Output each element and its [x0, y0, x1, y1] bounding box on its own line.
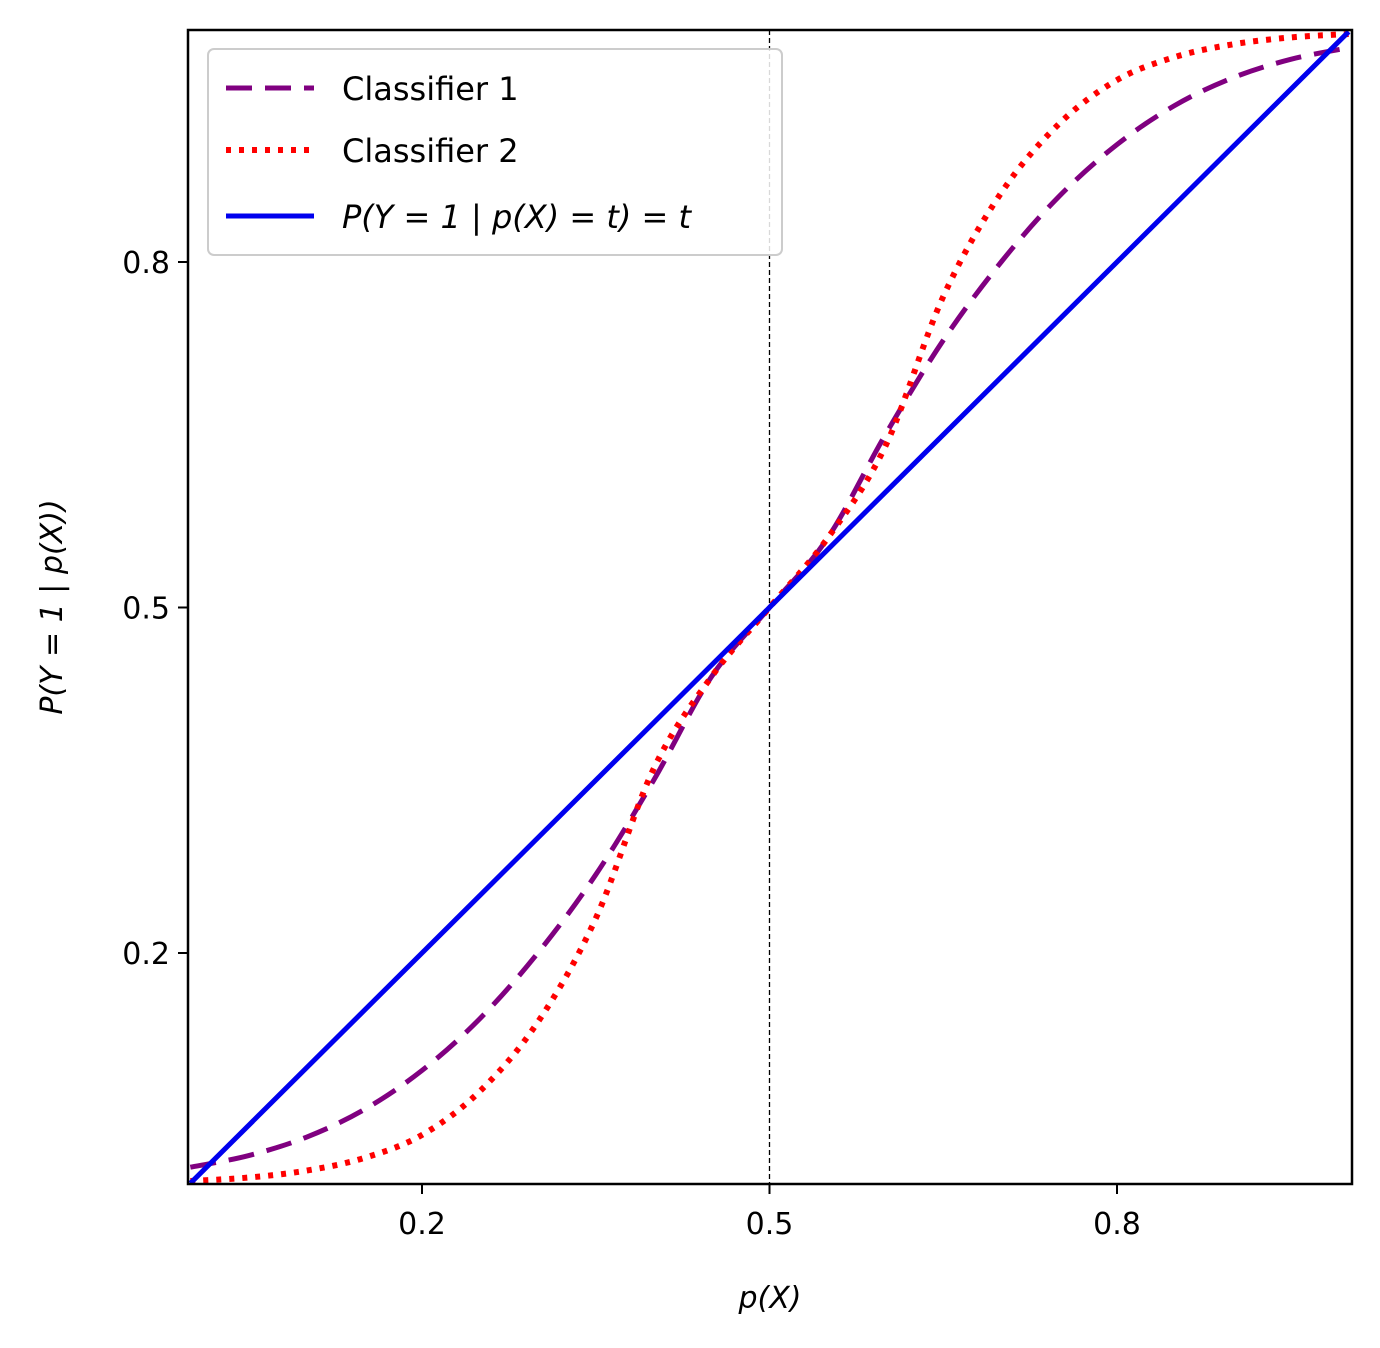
y-tick-label: 0.5 [122, 592, 170, 627]
x-axis-label: p(X) [737, 1281, 801, 1316]
y-tick-label: 0.2 [122, 937, 170, 972]
y-axis-label: P(Y = 1 | p(X)) [35, 499, 70, 714]
x-tick-label: 0.5 [746, 1207, 794, 1242]
plot-frame [186, 28, 1354, 1186]
x-axis-ticks: 0.2 0.5 0.8 [398, 1184, 1141, 1242]
y-axis-ticks: 0.2 0.5 0.8 [122, 246, 188, 972]
legend-label-3: P(Y = 1 | p(X) = t) = t [342, 198, 693, 236]
legend-label-1: Classifier 1 [342, 70, 519, 108]
x-tick-label: 0.8 [1093, 1207, 1141, 1242]
legend-label-2: Classifier 2 [342, 132, 519, 170]
legend: Classifier 1 Classifier 2 P(Y = 1 | p(X) =… [207, 48, 783, 256]
legend-box [207, 48, 783, 256]
x-tick-label: 0.2 [398, 1207, 446, 1242]
series-line-2 [190, 30, 1349, 1184]
y-tick-label: 0.8 [122, 246, 170, 281]
series-line-3 [188, 30, 1351, 1184]
